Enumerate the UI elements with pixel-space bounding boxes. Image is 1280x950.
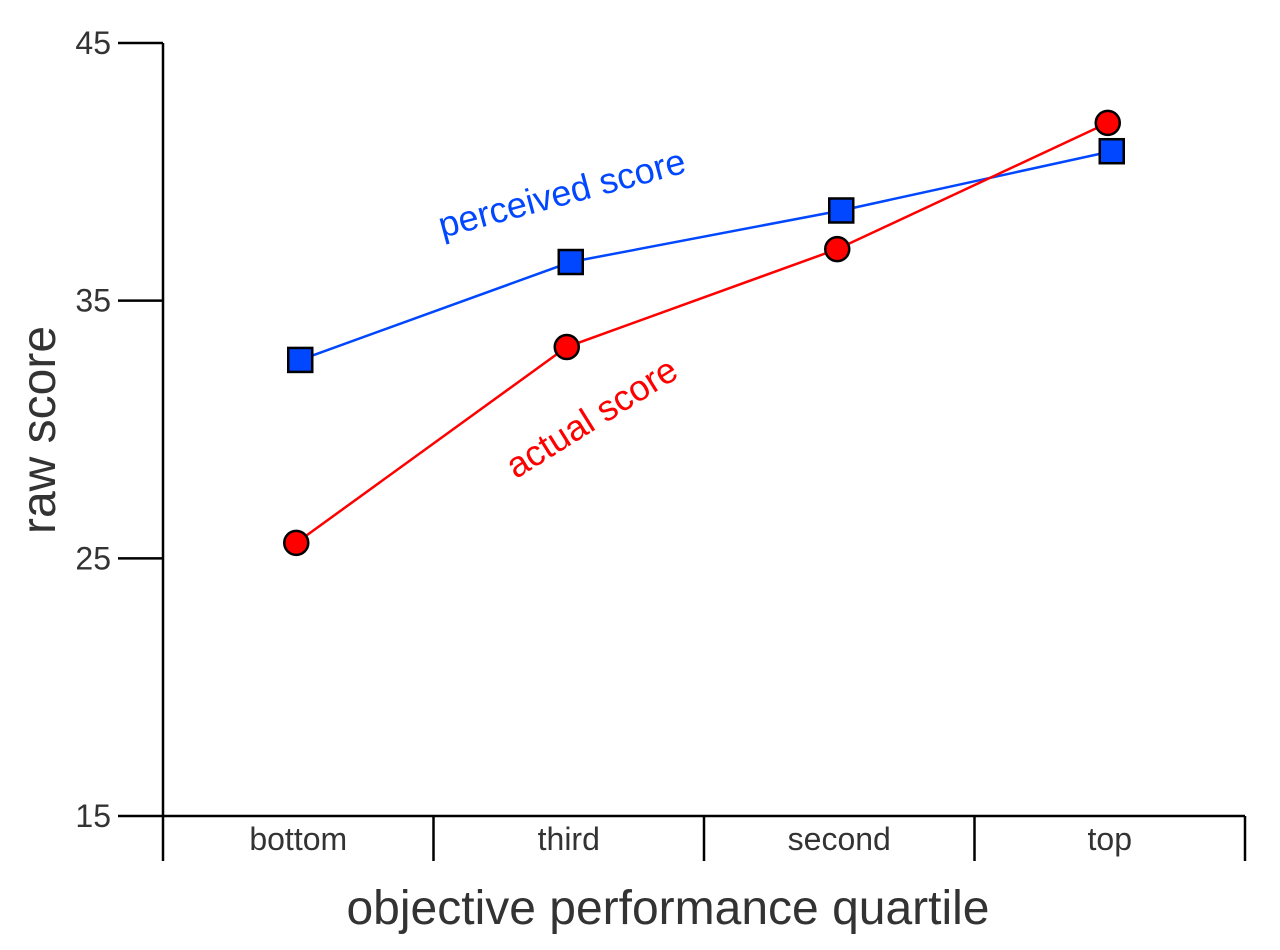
x-tick-label-second: second	[788, 821, 891, 857]
y-tick-label: 35	[75, 283, 111, 319]
point-actual-score-second	[824, 235, 851, 263]
point-actual-score-third	[553, 333, 580, 361]
series-label-perceived-score: perceived score	[434, 140, 690, 245]
x-tick-label-top: top	[1088, 821, 1132, 857]
y-axis-ticks: 15 25 35 45	[75, 25, 163, 834]
point-perceived-score-top	[1098, 137, 1125, 165]
x-axis-title: objective performance quartile	[346, 882, 989, 935]
point-perceived-score-third	[557, 248, 584, 276]
y-axis-title: raw score	[13, 326, 66, 534]
x-tick-label-bottom: bottom	[249, 821, 347, 857]
axes	[161, 43, 1245, 818]
point-actual-score-bottom	[283, 529, 310, 557]
y-tick-label: 15	[75, 798, 111, 834]
series-line-actual-score	[295, 121, 1109, 544]
series-group	[283, 109, 1125, 557]
x-axis-categories: bottom third second top	[161, 816, 1247, 861]
point-actual-score-top	[1094, 109, 1121, 137]
point-perceived-score-bottom	[287, 346, 314, 374]
point-perceived-score-second	[828, 197, 855, 224]
x-tick-label-third: third	[538, 821, 600, 857]
y-tick-label: 45	[75, 25, 111, 61]
series-line-perceived-score	[299, 149, 1113, 362]
series-label-actual-score: actual score	[498, 349, 684, 487]
y-tick-label: 25	[75, 540, 111, 576]
